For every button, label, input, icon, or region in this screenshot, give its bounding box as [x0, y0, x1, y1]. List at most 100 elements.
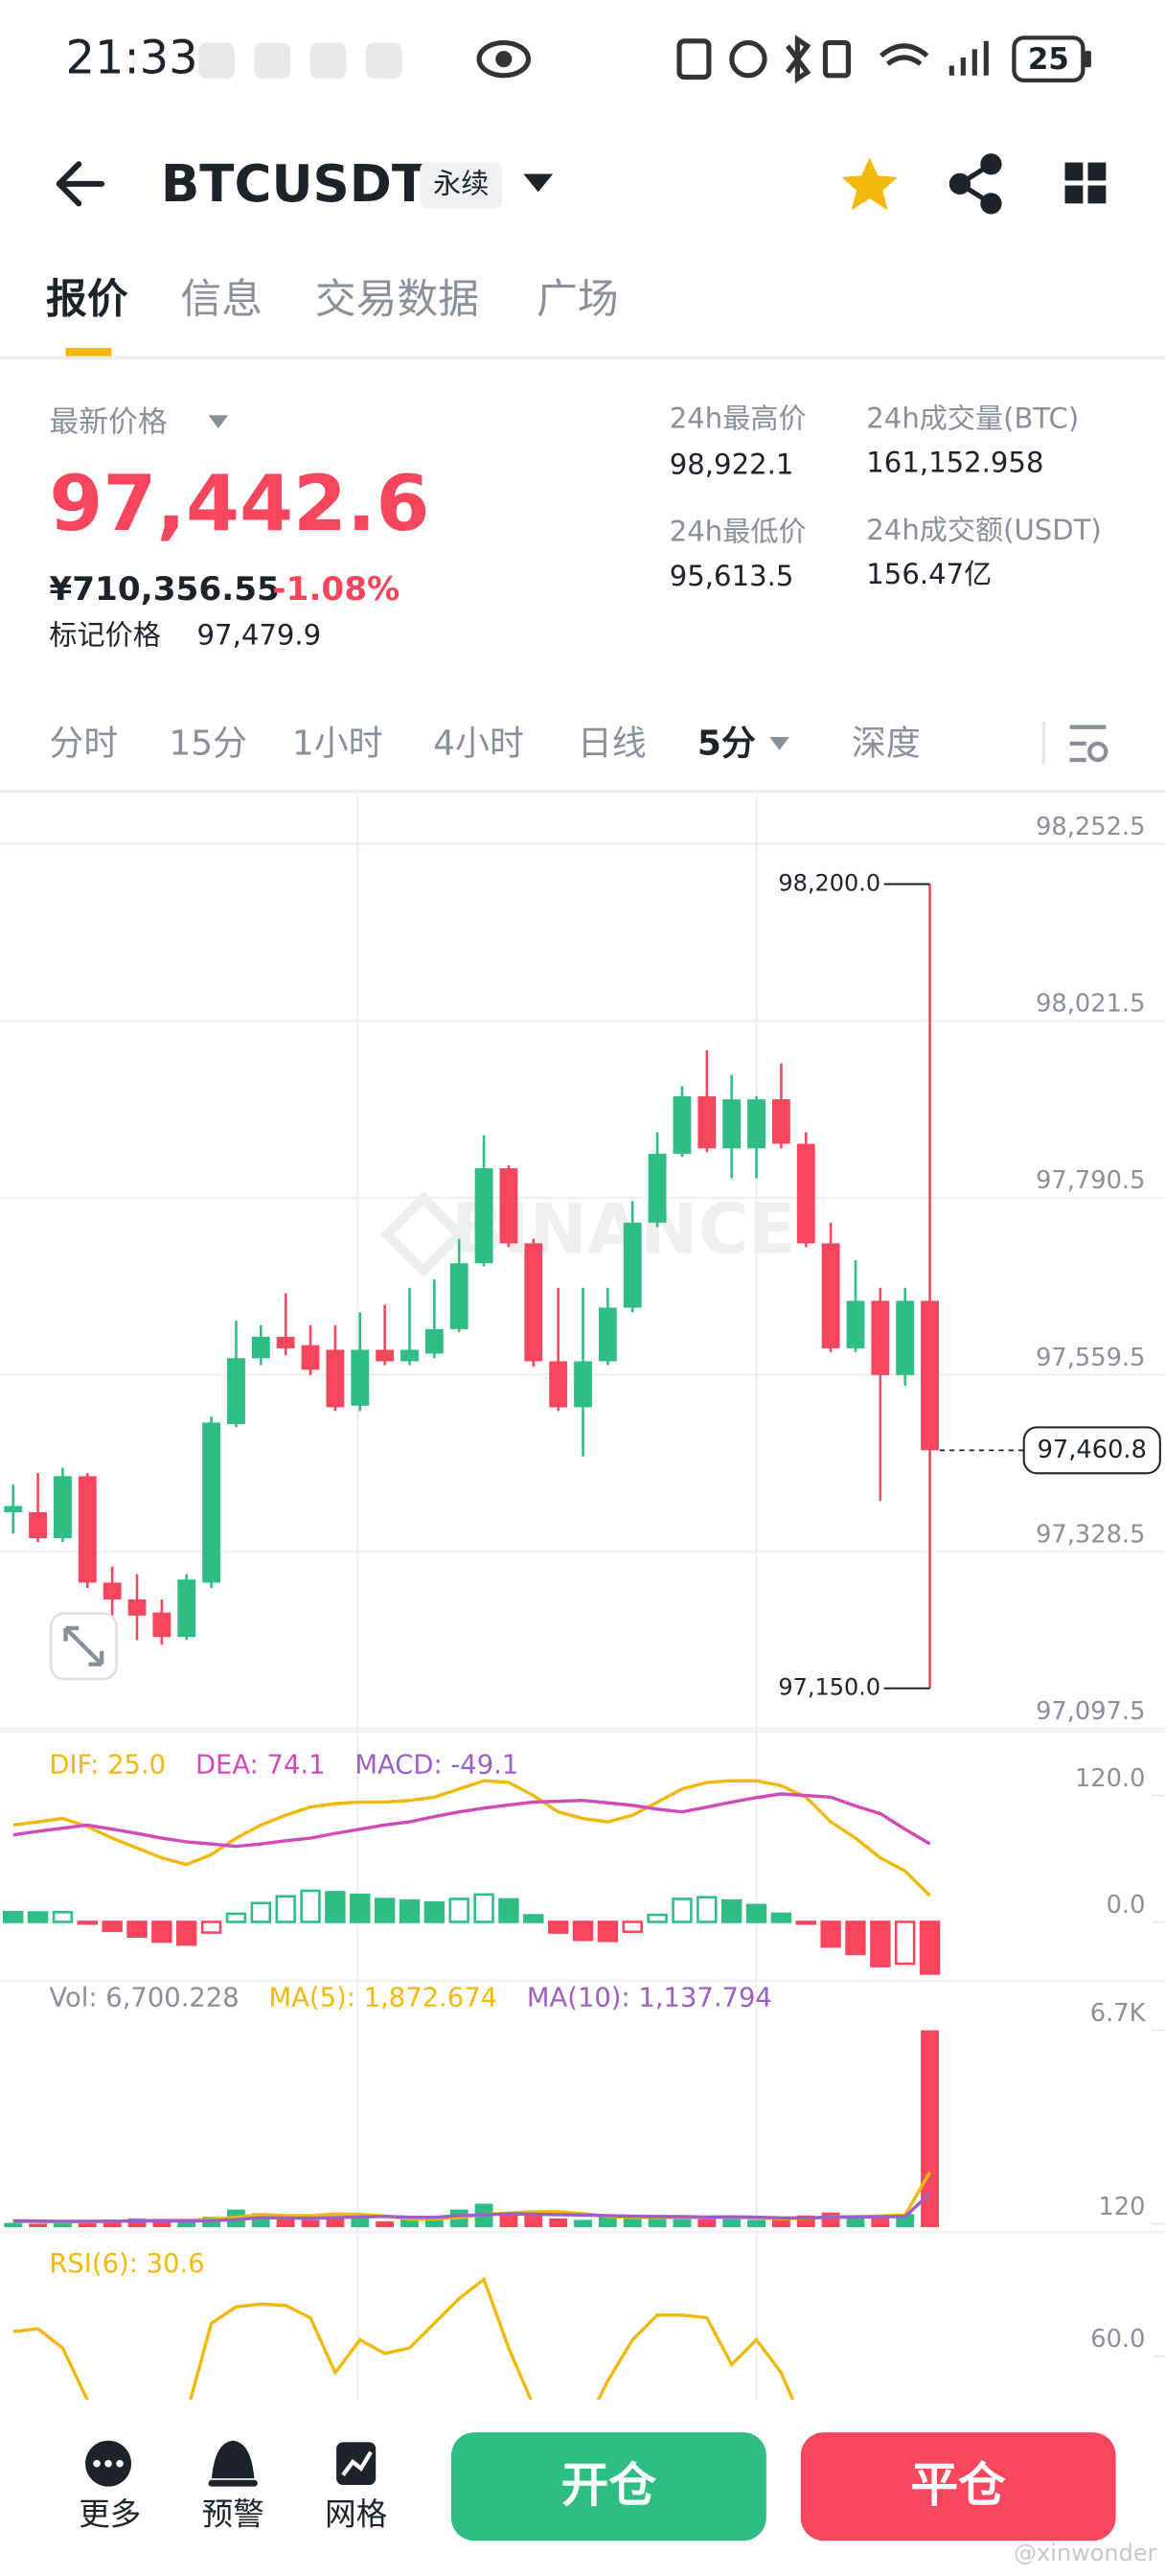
macd-bar	[473, 1893, 494, 1923]
volume-bar	[524, 2214, 543, 2228]
chart-settings[interactable]	[1069, 724, 1108, 763]
macd-bar	[77, 1920, 98, 1925]
candle-body	[251, 1336, 270, 1359]
candle-body	[424, 1328, 444, 1354]
interval-active[interactable]: 5分	[697, 724, 756, 764]
candle-body	[301, 1345, 320, 1370]
macd-bar	[720, 1898, 742, 1923]
back-button[interactable]	[56, 161, 105, 207]
volume-bar	[127, 2218, 147, 2228]
candle-body	[351, 1349, 370, 1406]
y-tick-label: 98,021.5	[1036, 990, 1145, 1019]
interval[interactable]: 日线	[578, 724, 647, 764]
macd-bar	[820, 1920, 841, 1948]
y-tick-label: 97,790.5	[1036, 1166, 1145, 1195]
price-dropdown[interactable]	[208, 415, 229, 429]
open-button[interactable]	[450, 2432, 766, 2542]
interval[interactable]: 深度	[852, 724, 921, 764]
more-icon[interactable]	[85, 2440, 132, 2487]
eye-icon	[476, 39, 532, 79]
battery-level: 25	[1028, 42, 1069, 77]
interval[interactable]: 4小时	[433, 724, 524, 764]
candle-body	[127, 1599, 147, 1616]
volume-bar	[821, 2212, 840, 2228]
tab[interactable]: 广场	[537, 276, 619, 324]
macd-bar	[745, 1903, 767, 1923]
macd-bar	[697, 1896, 718, 1923]
candle-body	[598, 1307, 617, 1362]
macd-line	[12, 1779, 931, 1898]
close-button[interactable]	[800, 2432, 1116, 2542]
tab[interactable]: 交易数据	[315, 276, 479, 324]
symbol[interactable]: BTCUSDT	[161, 154, 426, 214]
candle-body	[474, 1168, 493, 1264]
volume-bar	[424, 2220, 444, 2228]
macd-bar	[200, 1920, 222, 1934]
chart-frame	[0, 795, 1165, 2400]
open-label[interactable]: 开仓	[561, 2457, 657, 2513]
macd-bar	[870, 1920, 891, 1967]
status-notif-icons	[198, 42, 402, 80]
candle-body	[29, 1511, 47, 1539]
interval[interactable]: 15分	[169, 724, 247, 764]
system-icons	[676, 34, 989, 84]
candle-body	[846, 1300, 865, 1348]
y-tick-label: 120.0	[1075, 1764, 1146, 1793]
candle-body	[574, 1361, 592, 1408]
volume-bar	[326, 2217, 345, 2228]
y-tick-label: 120	[1098, 2193, 1145, 2221]
candle-body	[499, 1168, 518, 1244]
y-tick-label: 60.0	[1090, 2325, 1145, 2354]
interval[interactable]: 1小时	[292, 724, 383, 764]
expand-button[interactable]	[49, 1612, 118, 1681]
candle-body	[376, 1349, 395, 1362]
candle-body	[623, 1222, 642, 1308]
tab-indicator	[65, 348, 112, 358]
nav-label[interactable]: 预警	[202, 2496, 264, 2532]
y-tick-label: 97,559.5	[1036, 1344, 1145, 1372]
y-tick-label: 97,328.5	[1036, 1520, 1145, 1549]
symbol-dropdown[interactable]	[523, 173, 554, 193]
legend-entry: MA(10): 1,137.794	[527, 1984, 772, 2013]
mark-price: 97,479.9	[197, 619, 322, 652]
price-label: 最新价格	[49, 404, 167, 439]
nav-label[interactable]: 更多	[79, 2496, 141, 2532]
candle-body	[202, 1422, 221, 1583]
alert-icon[interactable]	[208, 2440, 258, 2487]
macd-bar	[52, 1911, 74, 1923]
stat-value: 161,152.958	[866, 447, 1043, 479]
candle-body	[921, 1300, 939, 1451]
status-time: 21:33	[66, 31, 198, 84]
grid-icon[interactable]	[336, 2442, 377, 2485]
volume-bar	[276, 2218, 295, 2228]
tab[interactable]: 报价	[46, 276, 128, 324]
interval[interactable]: 分时	[49, 724, 118, 764]
close-label[interactable]: 平仓	[911, 2457, 1007, 2513]
share-button[interactable]	[948, 153, 1002, 215]
interval-dropdown[interactable]	[769, 736, 789, 750]
macd-bar	[523, 1914, 544, 1923]
volume-bar	[400, 2219, 419, 2228]
volume-bar	[499, 2212, 518, 2228]
candle-body	[54, 1476, 72, 1539]
candle-body	[771, 1099, 790, 1144]
volume-bar	[846, 2216, 865, 2228]
nav-label[interactable]: 网格	[325, 2496, 387, 2532]
stat-value: 156.47亿	[866, 558, 992, 590]
macd-bar	[27, 1911, 49, 1923]
stat-value: 95,613.5	[670, 560, 794, 592]
volume-bar	[301, 2220, 320, 2228]
candle-body	[722, 1099, 742, 1149]
macd-bar	[3, 1910, 24, 1923]
volume-bar	[623, 2218, 642, 2228]
candle-body	[896, 1300, 915, 1375]
candle-body	[4, 1506, 23, 1512]
legend-entry: DEA: 74.1	[195, 1750, 326, 1780]
tab[interactable]: 信息	[180, 276, 263, 324]
battery: 25	[1012, 35, 1091, 83]
favorite-star[interactable]	[841, 157, 898, 211]
macd-bar	[672, 1898, 693, 1923]
last-price-label: 97,460.8	[1038, 1436, 1147, 1464]
candle-body	[177, 1579, 196, 1638]
grid-menu[interactable]	[1064, 162, 1107, 204]
